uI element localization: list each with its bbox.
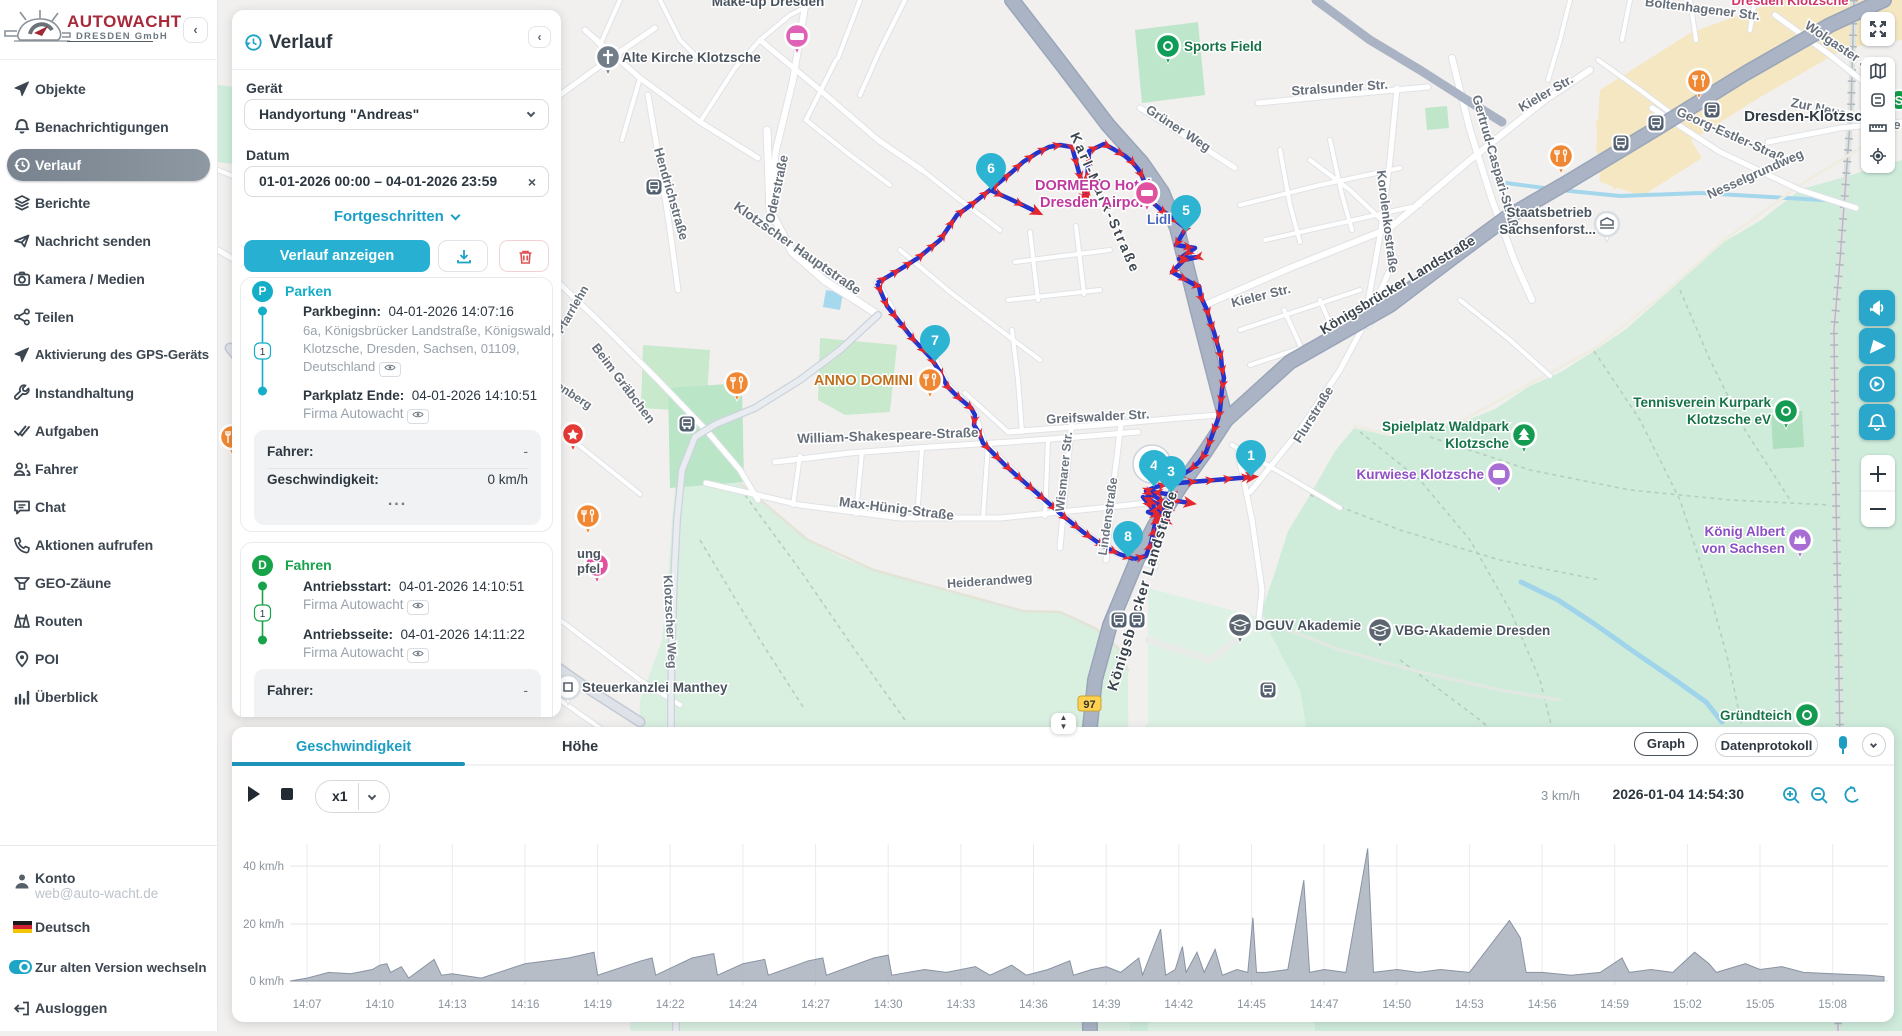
- svg-text:Dresden-Klotzsche: Dresden-Klotzsche: [1744, 108, 1880, 125]
- svg-text:14:07: 14:07: [293, 999, 322, 1011]
- svg-text:14:27: 14:27: [801, 999, 830, 1011]
- svg-text:15:08: 15:08: [1818, 999, 1847, 1011]
- svg-text:14:33: 14:33: [947, 999, 976, 1011]
- svg-text:14:19: 14:19: [583, 999, 612, 1011]
- svg-text:14:42: 14:42: [1164, 999, 1193, 1011]
- svg-text:14:36: 14:36: [1019, 999, 1048, 1011]
- svg-text:14:50: 14:50: [1382, 999, 1411, 1011]
- svg-text:ung: ung: [577, 546, 601, 561]
- svg-text:von Sachsen: von Sachsen: [1702, 541, 1785, 556]
- svg-text:14:53: 14:53: [1455, 999, 1484, 1011]
- svg-text:14:56: 14:56: [1528, 999, 1557, 1011]
- svg-text:97: 97: [1083, 699, 1095, 711]
- svg-text:1: 1: [1247, 447, 1255, 463]
- svg-text:Sports Field: Sports Field: [1184, 39, 1262, 54]
- svg-text:6: 6: [987, 160, 995, 176]
- svg-text:König Albert: König Albert: [1705, 524, 1786, 539]
- svg-text:14:10: 14:10: [365, 999, 394, 1011]
- svg-text:14:47: 14:47: [1310, 999, 1339, 1011]
- svg-text:Alte Kirche Klotzsche: Alte Kirche Klotzsche: [622, 50, 761, 65]
- svg-text:7: 7: [931, 332, 939, 348]
- svg-text:Kurwiese Klotzsche: Kurwiese Klotzsche: [1356, 467, 1484, 482]
- svg-text:DGUV Akademie: DGUV Akademie: [1255, 618, 1362, 633]
- svg-text:14:45: 14:45: [1237, 999, 1266, 1011]
- svg-text:5: 5: [1182, 202, 1190, 218]
- svg-text:Steuerkanzlei Manthey: Steuerkanzlei Manthey: [582, 680, 728, 695]
- svg-text:14:39: 14:39: [1092, 999, 1121, 1011]
- svg-text:DRESDEN GmbH: DRESDEN GmbH: [76, 31, 168, 42]
- svg-text:Staatsbetrieb: Staatsbetrieb: [1506, 205, 1592, 220]
- svg-text:Make-up Dresden: Make-up Dresden: [712, 0, 825, 9]
- svg-text:Sachsenforst...: Sachsenforst...: [1499, 222, 1596, 237]
- svg-text:Lidl: Lidl: [1147, 212, 1171, 227]
- svg-text:Dresden Klotzsche: Dresden Klotzsche: [1731, 0, 1848, 8]
- svg-text:Gründteich: Gründteich: [1720, 708, 1792, 723]
- svg-text:Greifswalder Str.: Greifswalder Str.: [1046, 406, 1150, 426]
- svg-text:1: 1: [260, 609, 266, 620]
- svg-text:Spielplatz Waldpark: Spielplatz Waldpark: [1382, 419, 1510, 434]
- svg-text:ANNO DOMINI: ANNO DOMINI: [814, 373, 913, 389]
- svg-text:Klotzscher Weg: Klotzscher Weg: [661, 575, 680, 669]
- svg-text:14:24: 14:24: [729, 999, 758, 1011]
- svg-text:14:30: 14:30: [874, 999, 903, 1011]
- svg-text:Dresden Airport: Dresden Airport: [1040, 195, 1150, 211]
- svg-text:Klotzsche eV: Klotzsche eV: [1687, 412, 1771, 427]
- svg-text:8: 8: [1124, 528, 1132, 544]
- svg-text:14:22: 14:22: [656, 999, 685, 1011]
- svg-text:3: 3: [1167, 463, 1175, 479]
- svg-text:20 km/h: 20 km/h: [243, 919, 284, 931]
- svg-text:Tennisverein Kurpark: Tennisverein Kurpark: [1633, 395, 1771, 410]
- svg-text:Klotzsche: Klotzsche: [1445, 436, 1509, 451]
- svg-text:14:59: 14:59: [1600, 999, 1629, 1011]
- svg-text:VBG-Akademie Dresden: VBG-Akademie Dresden: [1395, 623, 1550, 638]
- svg-text:1: 1: [260, 347, 266, 358]
- svg-text:Stralsunder Str.: Stralsunder Str.: [1291, 77, 1389, 99]
- svg-text:0 km/h: 0 km/h: [249, 976, 284, 988]
- svg-text:15:02: 15:02: [1673, 999, 1702, 1011]
- svg-text:4: 4: [1150, 457, 1158, 473]
- svg-text:40 km/h: 40 km/h: [243, 861, 284, 873]
- svg-text:14:16: 14:16: [511, 999, 540, 1011]
- svg-text:15:05: 15:05: [1746, 999, 1775, 1011]
- svg-text:AUTOWACHT: AUTOWACHT: [67, 12, 182, 31]
- svg-text:DORMERO Hotel: DORMERO Hotel: [1035, 178, 1151, 194]
- svg-text:S: S: [1895, 93, 1902, 108]
- svg-text:14:13: 14:13: [438, 999, 467, 1011]
- svg-text:pfel: pfel: [577, 561, 600, 576]
